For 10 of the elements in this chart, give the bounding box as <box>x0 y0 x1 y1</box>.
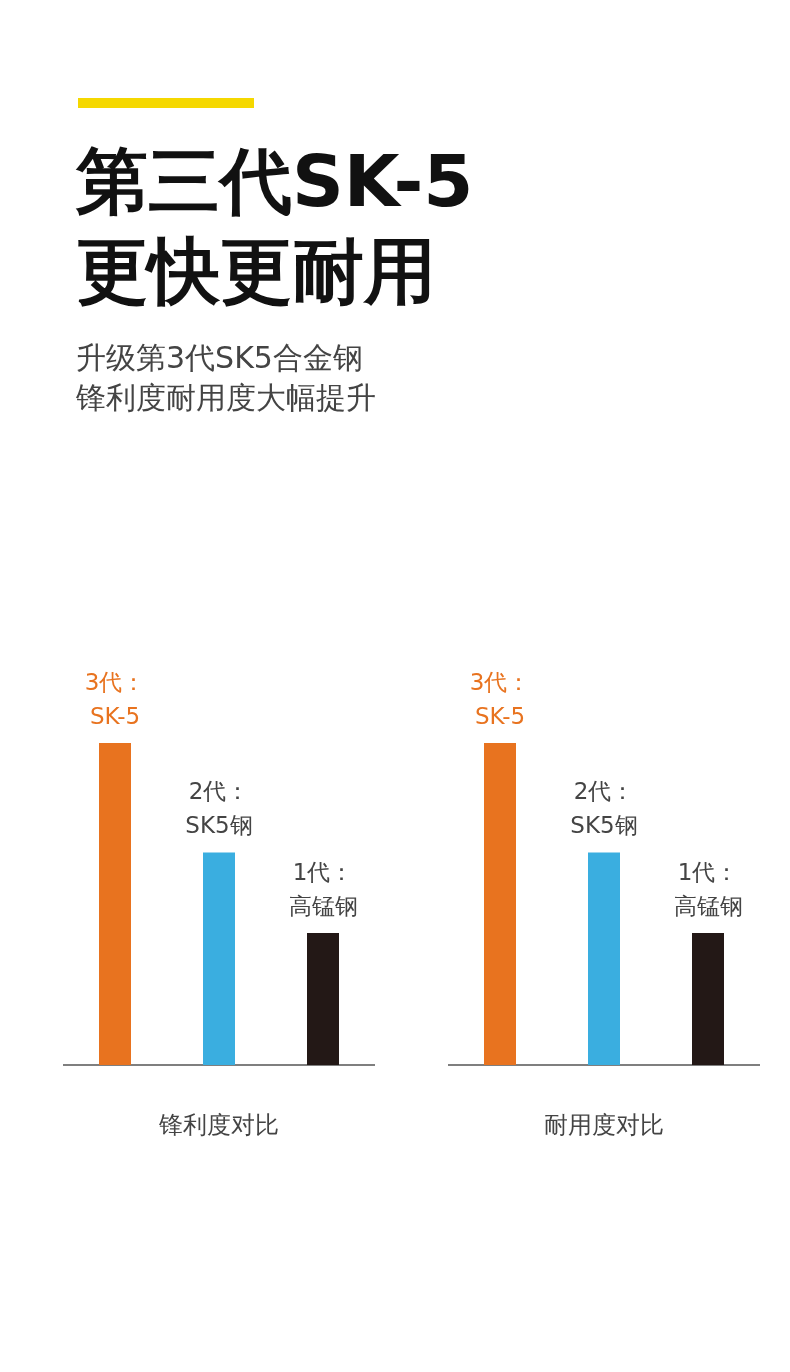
x-tick-label: 1代：高锰钢 <box>673 858 743 919</box>
x-tick-label: 2代：SK5钢 <box>570 778 638 839</box>
x-tick-label: 3代：SK-5 <box>469 669 531 729</box>
chart-subtitle: 升级第3代SK5合金钢锋利度耐用度大幅提升 <box>76 339 377 417</box>
x-tick-label: 3代：SK-5 <box>84 669 146 729</box>
chart-title: 第三代SK-5 更快更耐用 <box>76 138 474 315</box>
x-tick-label: 2代：SK5钢 <box>185 778 253 839</box>
x-tick-label: 1代：高锰钢 <box>288 858 358 919</box>
x-axis-title: 耐用度对比 <box>544 1111 664 1139</box>
x-axis-title: 锋利度对比 <box>158 1111 279 1139</box>
